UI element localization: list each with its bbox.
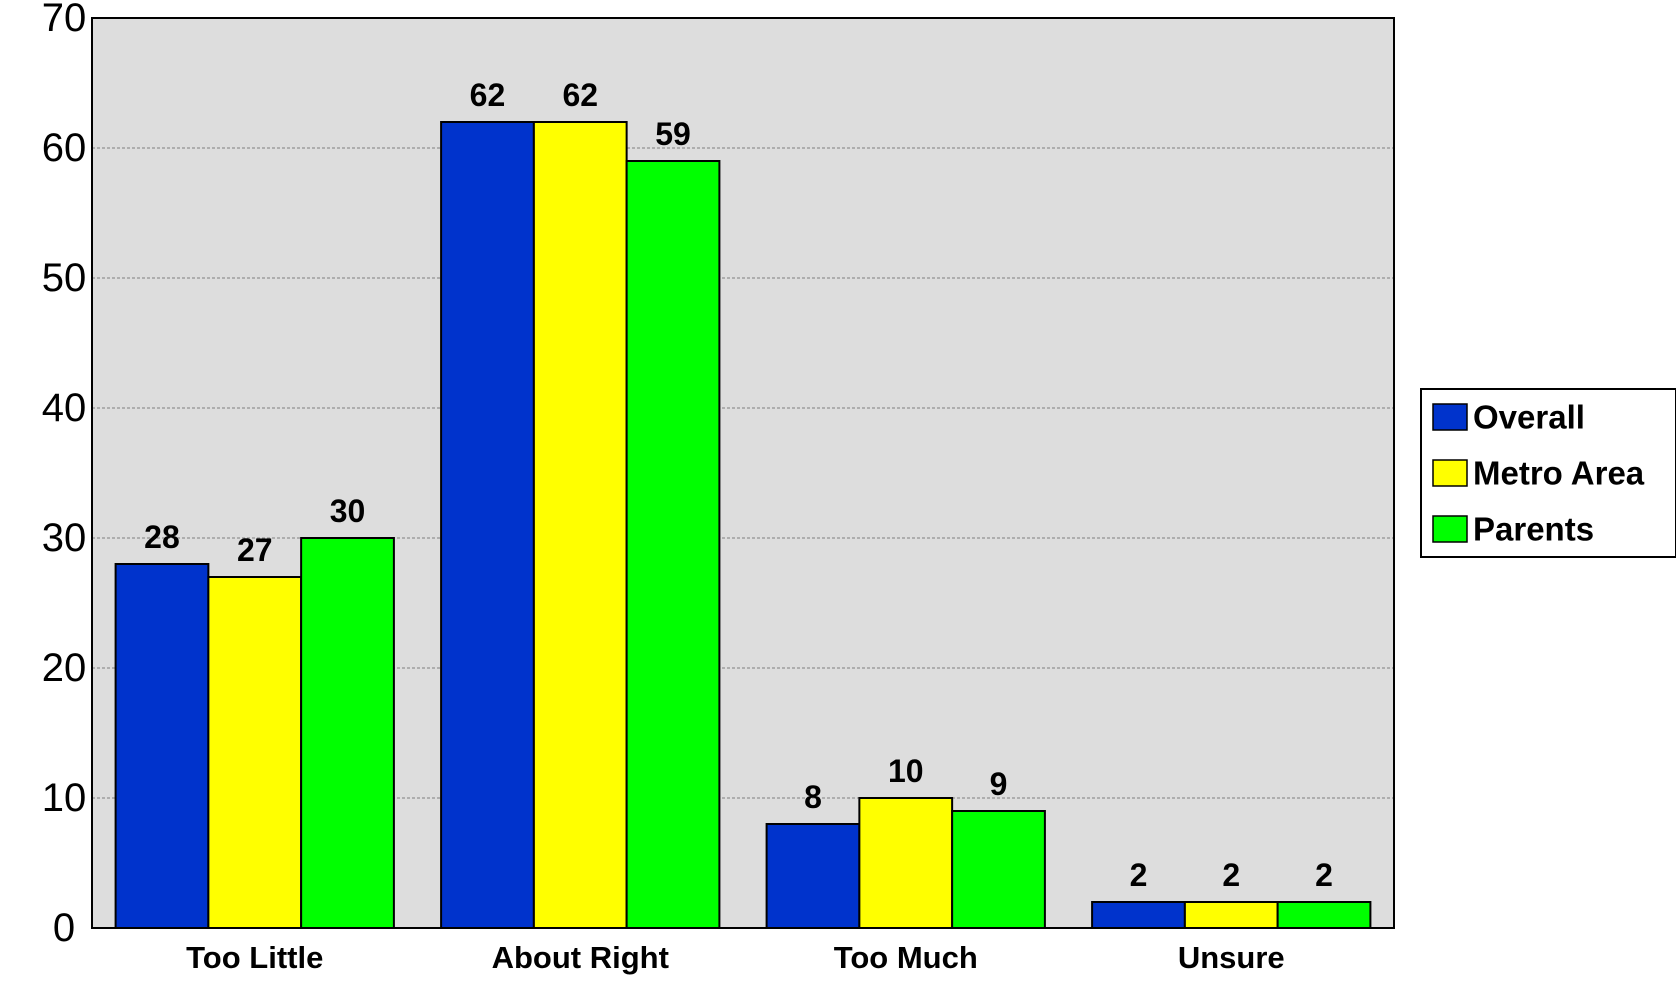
data-label: 2 xyxy=(1222,857,1240,893)
y-tick-label: 70 xyxy=(42,0,87,40)
y-tick-label: 20 xyxy=(42,646,87,690)
legend-swatch xyxy=(1432,403,1468,431)
category-label: Too Much xyxy=(834,940,978,975)
legend: Overall Metro Area Parents xyxy=(1420,388,1676,558)
y-tick-label: 10 xyxy=(42,776,87,820)
y-tick-label: 0 xyxy=(53,906,75,950)
legend-swatch xyxy=(1432,515,1468,543)
legend-label: Parents xyxy=(1473,511,1594,548)
y-tick-label: 30 xyxy=(42,516,87,560)
data-label: 2 xyxy=(1130,857,1148,893)
data-label: 30 xyxy=(330,493,366,529)
bars xyxy=(114,121,1372,929)
plot-border xyxy=(91,17,1395,929)
bar xyxy=(1091,901,1186,929)
data-label: 62 xyxy=(562,77,598,113)
bar xyxy=(1183,901,1279,929)
legend-label: Metro Area xyxy=(1473,455,1645,492)
y-axis-ticks: 0 10 20 30 40 50 60 70 xyxy=(42,0,87,950)
y-tick-label: 60 xyxy=(42,126,87,170)
bar xyxy=(858,797,954,929)
data-labels: 28 27 30 62 62 59 8 10 9 2 2 2 xyxy=(144,77,1333,893)
data-label: 28 xyxy=(144,519,180,555)
data-label: 27 xyxy=(237,532,273,568)
category-label: About Right xyxy=(492,940,669,975)
data-label: 10 xyxy=(888,753,924,789)
data-label: 59 xyxy=(655,116,691,152)
data-label: 8 xyxy=(804,779,822,815)
bar xyxy=(765,823,861,929)
bar xyxy=(625,160,721,929)
y-tick-label: 40 xyxy=(42,386,87,430)
legend-label: Overall xyxy=(1473,399,1585,436)
category-label: Unsure xyxy=(1178,940,1285,975)
category-label: Too Little xyxy=(186,940,323,975)
data-label: 2 xyxy=(1315,857,1333,893)
bar xyxy=(207,576,303,929)
x-axis-labels: Too Little About Right Too Much Unsure xyxy=(186,940,1284,975)
legend-swatch xyxy=(1432,459,1468,487)
bar xyxy=(440,121,535,929)
bar xyxy=(114,563,210,929)
data-label: 9 xyxy=(990,766,1008,802)
bar xyxy=(532,121,628,929)
bar xyxy=(951,810,1046,929)
bar xyxy=(300,537,395,929)
y-tick-label: 50 xyxy=(42,256,87,300)
bar xyxy=(1276,901,1372,929)
data-label: 62 xyxy=(470,77,506,113)
